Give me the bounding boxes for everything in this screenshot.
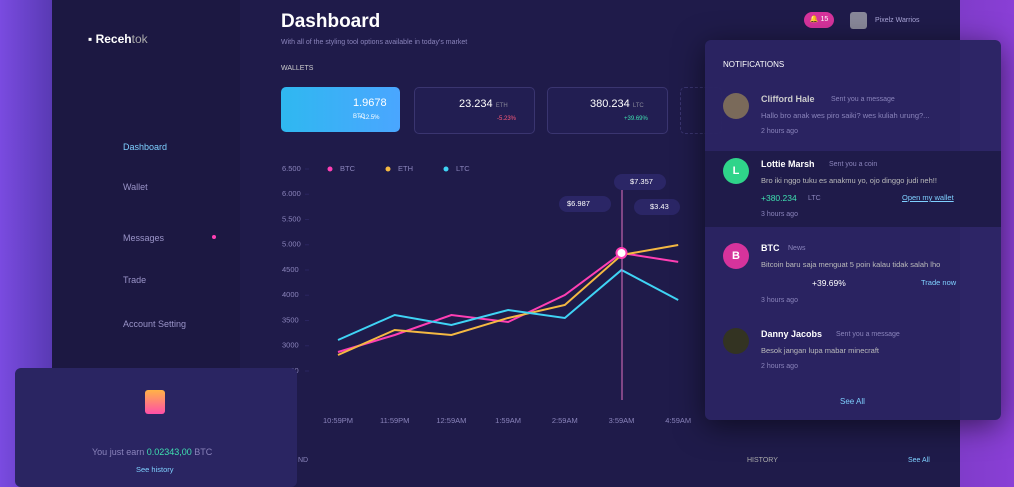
sender: BTC: [761, 243, 780, 253]
earn-card: You just earn 0.02343,00 BTC See history: [15, 368, 297, 487]
brand-light: tok: [131, 32, 148, 46]
wallet-change: -5.23%: [497, 116, 517, 122]
nav-item[interactable]: Messages: [123, 233, 165, 243]
earn-label: You just earn: [92, 447, 145, 457]
avatar: [723, 93, 749, 119]
time: 2 hours ago: [761, 363, 798, 370]
amount: +380.234: [761, 193, 797, 203]
link[interactable]: See All: [908, 457, 930, 464]
subtitle: With all of the styling tool options ava…: [281, 39, 468, 46]
section-label: WALLETS: [281, 65, 314, 72]
tooltip-label: $6.987: [567, 199, 590, 208]
x-tick-label: 1:59AM: [495, 416, 521, 425]
y-tick-label: 4500: [282, 265, 299, 274]
link[interactable]: Trade now: [921, 278, 957, 287]
legend-dot: [385, 166, 391, 172]
section-label: ND: [298, 457, 309, 464]
x-tick-label: 10:59PM: [323, 416, 353, 425]
wallet-value: 1.9678: [353, 97, 387, 109]
nav-item[interactable]: Dashboard: [123, 142, 168, 152]
brand: ▪ Recehtok: [88, 32, 148, 46]
message: Bitcoin baru saja menguat 5 poin kalau t…: [761, 260, 941, 269]
earn-unit: BTC: [194, 447, 213, 457]
time: 3 hours ago: [761, 211, 798, 218]
hover-point: [615, 246, 628, 259]
y-tick-label: 5.500: [282, 214, 301, 223]
y-tick-label: 6.500: [282, 164, 301, 173]
see-all[interactable]: See All: [840, 397, 865, 406]
message: Hallo bro anak wes piro saiki? wes kulia…: [761, 111, 930, 120]
panel-title: NOTIFICATIONS: [723, 60, 785, 69]
tooltip-label: $3.43: [650, 202, 669, 211]
y-tick-label: 6.000: [282, 189, 301, 198]
legend-dot: [327, 166, 333, 172]
unread-dot: [212, 235, 216, 239]
notif-count: 15: [820, 16, 829, 23]
notif-badge[interactable]: 🔔 15: [804, 12, 834, 28]
x-tick-label: 4:59AM: [665, 416, 691, 425]
series-line: [337, 268, 679, 341]
nav-item[interactable]: Wallet: [123, 182, 148, 192]
section-label: HISTORY: [747, 457, 778, 464]
tooltip: [614, 174, 666, 190]
time: 3 hours ago: [761, 297, 798, 304]
message: Besok jangan lupa mabar minecraft: [761, 346, 879, 355]
unit: LTC: [808, 195, 821, 202]
x-tick-label: 11:59PM: [380, 416, 409, 425]
action: Sent you a coin: [829, 161, 878, 168]
page-title: Dashboard: [281, 11, 381, 32]
tooltip: [559, 196, 611, 212]
time: 2 hours ago: [761, 128, 798, 135]
y-tick-label: 3500: [282, 315, 299, 324]
y-tick-label: 3000: [282, 341, 299, 350]
earn-amount: 0.02343,00: [146, 447, 192, 457]
link[interactable]: Open my wallet: [902, 193, 954, 202]
earn-text: You just earn 0.02343,00 BTC: [92, 447, 212, 457]
tooltip: [634, 199, 680, 215]
nav-item[interactable]: Account Setting: [123, 319, 187, 329]
message: Bro iki nggo tuku es anakmu yo, ojo ding…: [761, 176, 937, 185]
series-line: [337, 244, 679, 356]
wallet-card[interactable]: 23.234 ETH -5.23%: [414, 87, 535, 134]
sender: Danny Jacobs: [761, 329, 823, 339]
y-tick-label: 4000: [282, 290, 299, 299]
amount: +39.69%: [812, 278, 846, 288]
wallet-card[interactable]: 380.234 LTC +39.69%: [547, 87, 668, 134]
sender: Clifford Hale: [761, 94, 815, 104]
x-tick-label: 3:59AM: [609, 416, 635, 425]
x-tick-label: 2:59AM: [552, 416, 578, 425]
wallet-code: LTC: [632, 103, 644, 109]
wallet-change: +12.5%: [359, 115, 380, 121]
wallet-change: +39.69%: [624, 116, 648, 122]
avatar: [723, 328, 749, 354]
action: Sent you a message: [836, 331, 900, 338]
user-avatar: [850, 12, 867, 29]
wallet-code: BTC: [353, 114, 365, 120]
brand-bold: Receh: [95, 32, 132, 46]
wallet-value: 380.234: [590, 98, 630, 110]
avatar: L: [723, 158, 749, 184]
legend-label: ETH: [398, 164, 413, 173]
series-line: [337, 251, 679, 353]
y-tick-label: 5.000: [282, 240, 301, 249]
notification-panel: NOTIFICATIONS Clifford Hale Sent you a m…: [705, 40, 1001, 420]
legend-label: BTC: [340, 164, 356, 173]
nav-item[interactable]: Trade: [123, 275, 147, 285]
legend-dot: [443, 166, 449, 172]
wallet-code: ETH: [495, 103, 508, 109]
x-tick-label: 12:59AM: [436, 416, 466, 425]
sender: Lottie Marsh: [761, 159, 815, 169]
wallet-value: 23.234: [459, 98, 493, 110]
legend-label: LTC: [456, 164, 470, 173]
link[interactable]: See history: [136, 465, 174, 474]
earn-icon: [145, 390, 165, 414]
avatar: B: [723, 243, 749, 269]
highlight-row: [705, 151, 1001, 227]
user-name[interactable]: Pixelz Warrios: [875, 17, 920, 24]
wallet-card[interactable]: 1.9678 BTC +12.5%: [281, 87, 400, 132]
tooltip-label: $7.357: [630, 177, 653, 186]
action: News: [788, 245, 806, 252]
action: Sent you a message: [831, 96, 895, 103]
